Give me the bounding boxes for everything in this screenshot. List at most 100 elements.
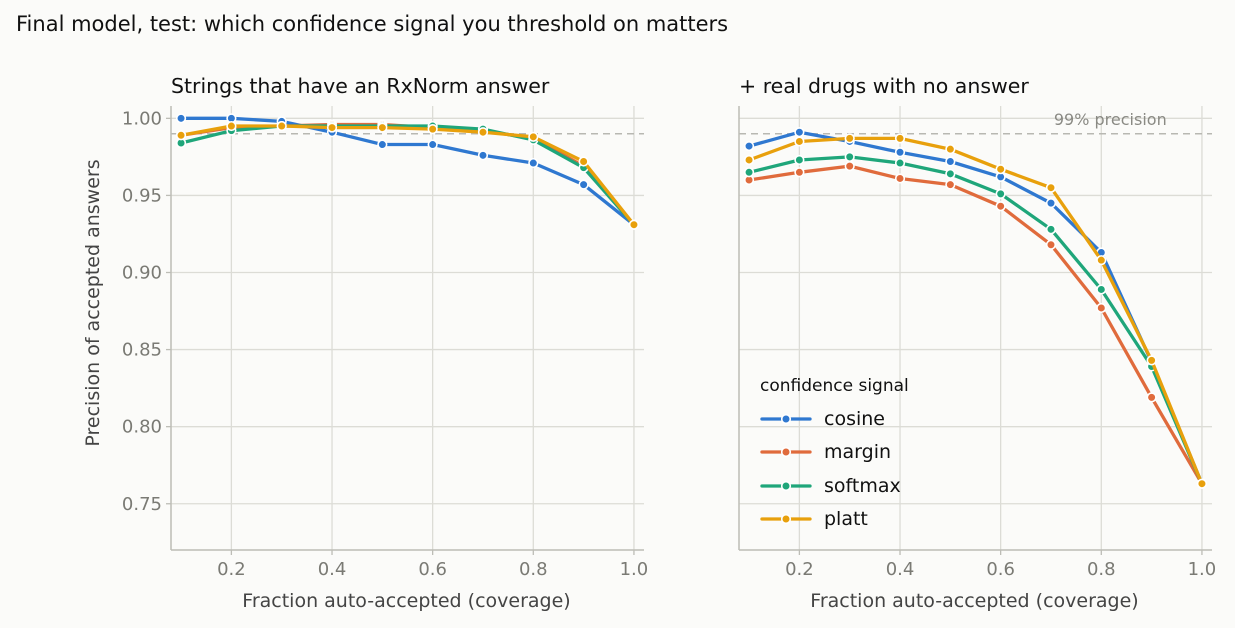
- data-point-softmax: [1045, 224, 1057, 235]
- x-tick-label: 0.8: [1087, 559, 1116, 580]
- legend: confidence signal cosine margin softmax pla…: [752, 372, 917, 542]
- data-point-platt: [326, 122, 338, 133]
- y-axis-label: Precision of accepted answers: [82, 159, 104, 446]
- data-point-platt: [276, 120, 287, 132]
- data-point-margin: [995, 201, 1006, 212]
- data-point-cosine: [578, 179, 589, 190]
- data-point-cosine: [477, 150, 489, 161]
- data-point-softmax: [945, 168, 956, 179]
- data-point-platt: [844, 133, 855, 144]
- x-tick-label: 1.0: [1188, 559, 1217, 580]
- legend-swatch-platt: [760, 514, 812, 525]
- data-point-platt: [945, 144, 956, 155]
- series-line-margin: [179, 122, 636, 227]
- data-point-platt: [226, 120, 237, 132]
- figure-title: Final model, test: which confidence sign…: [16, 12, 729, 36]
- data-point-softmax: [844, 151, 855, 162]
- reference-line-label: 99% precision: [1054, 110, 1167, 129]
- x-tick-label: 0.2: [785, 559, 814, 580]
- data-point-platt: [1096, 255, 1107, 266]
- data-point-margin: [1146, 392, 1157, 403]
- data-point-platt: [377, 122, 388, 133]
- y-tick-label: 0.80: [122, 417, 162, 438]
- legend-label: softmax: [824, 474, 901, 497]
- data-point-softmax: [1096, 284, 1107, 295]
- data-point-platt: [1196, 478, 1208, 489]
- data-point-softmax: [894, 157, 906, 169]
- x-tick-label: 0.2: [217, 559, 246, 580]
- data-point-platt: [995, 164, 1006, 175]
- data-point-platt: [743, 154, 755, 166]
- x-tick-label: 0.4: [318, 559, 347, 580]
- data-point-platt: [528, 131, 539, 142]
- series-line-softmax: [747, 155, 1204, 486]
- legend-item-margin: margin: [758, 436, 909, 470]
- legend-item-softmax: softmax: [758, 469, 909, 503]
- y-tick-label: 0.95: [122, 185, 162, 206]
- series-line-cosine: [179, 116, 636, 227]
- legend-label: platt: [824, 508, 868, 531]
- series-platt: [175, 120, 640, 230]
- x-tick-label: 1.0: [620, 559, 649, 580]
- x-tick-label: 0.6: [986, 559, 1015, 580]
- data-point-platt: [1045, 182, 1057, 193]
- series-line-platt: [747, 136, 1204, 486]
- legend-label: margin: [824, 441, 892, 464]
- data-point-platt: [578, 156, 589, 167]
- series-cosine: [175, 113, 640, 230]
- data-point-platt: [427, 124, 438, 135]
- data-point-softmax: [743, 167, 755, 178]
- legend-title: confidence signal: [760, 376, 909, 396]
- series-line-platt: [179, 124, 636, 227]
- legend-item-platt: platt: [758, 503, 909, 537]
- series-margin: [743, 161, 1208, 489]
- data-point-platt: [175, 130, 187, 141]
- legend-items: cosine margin softmax platt: [758, 402, 909, 536]
- data-point-margin: [1096, 302, 1107, 314]
- data-point-cosine: [377, 139, 388, 150]
- data-point-cosine: [175, 113, 187, 124]
- legend-item-cosine: cosine: [758, 402, 909, 436]
- series-platt: [743, 133, 1208, 489]
- data-point-cosine: [1045, 198, 1057, 209]
- data-point-margin: [844, 161, 855, 172]
- legend-label: cosine: [824, 407, 885, 430]
- data-point-platt: [794, 136, 805, 147]
- data-point-margin: [1045, 239, 1057, 250]
- y-tick-label: 0.75: [122, 494, 162, 515]
- y-tick-label: 0.85: [122, 340, 162, 361]
- y-tick-label: 1.00: [122, 108, 162, 129]
- data-point-platt: [894, 133, 906, 144]
- y-tick-label: 0.90: [122, 263, 162, 284]
- data-point-cosine: [528, 157, 539, 169]
- series-line-margin: [747, 164, 1204, 486]
- x-axis-label: Fraction auto-accepted (coverage): [242, 590, 570, 612]
- data-point-cosine: [427, 139, 438, 150]
- data-point-margin: [945, 179, 956, 190]
- data-point-cosine: [945, 156, 956, 167]
- data-point-platt: [477, 127, 489, 138]
- panel-title: + real drugs with no answer: [739, 74, 1029, 98]
- x-tick-label: 0.4: [886, 559, 915, 580]
- data-point-cosine: [743, 140, 755, 152]
- legend-swatch-cosine: [760, 413, 812, 424]
- series-line-softmax: [179, 124, 636, 227]
- data-point-softmax: [794, 154, 805, 166]
- series-margin: [175, 119, 640, 230]
- series-softmax: [175, 120, 640, 230]
- legend-swatch-margin: [760, 447, 812, 458]
- data-point-margin: [894, 173, 906, 184]
- data-point-platt: [628, 219, 640, 230]
- x-tick-label: 0.6: [418, 559, 447, 580]
- data-point-softmax: [995, 188, 1006, 199]
- panel-title: Strings that have an RxNorm answer: [171, 74, 550, 98]
- data-point-margin: [794, 167, 805, 178]
- x-tick-label: 0.8: [519, 559, 548, 580]
- data-point-cosine: [794, 127, 805, 138]
- x-axis-label: Fraction auto-accepted (coverage): [810, 590, 1138, 612]
- data-point-platt: [1146, 355, 1157, 366]
- legend-swatch-softmax: [760, 480, 812, 491]
- data-point-cosine: [894, 147, 906, 158]
